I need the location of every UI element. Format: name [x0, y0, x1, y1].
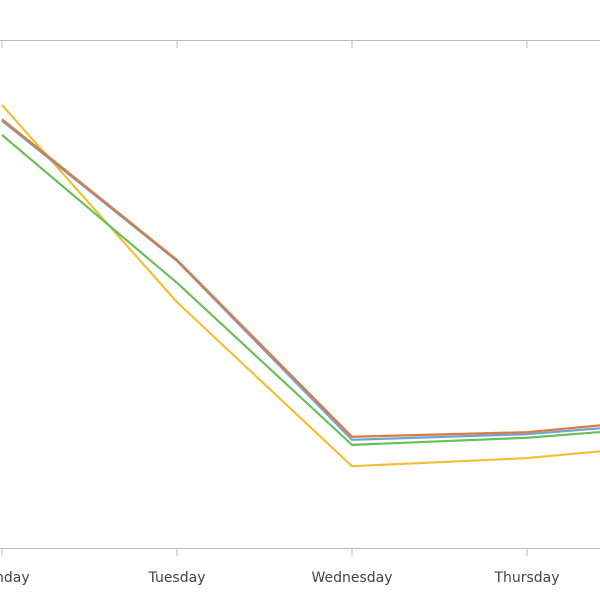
series-line — [1, 118, 600, 438]
x-tick-label: Tuesday — [148, 570, 206, 586]
series-line — [1, 119, 600, 441]
x-tick-label: Monday — [0, 570, 30, 586]
series-line — [1, 104, 600, 468]
x-tick-label: Thursday — [493, 570, 559, 586]
series-line — [1, 134, 600, 446]
x-tick-label: Wednesday — [311, 570, 392, 586]
